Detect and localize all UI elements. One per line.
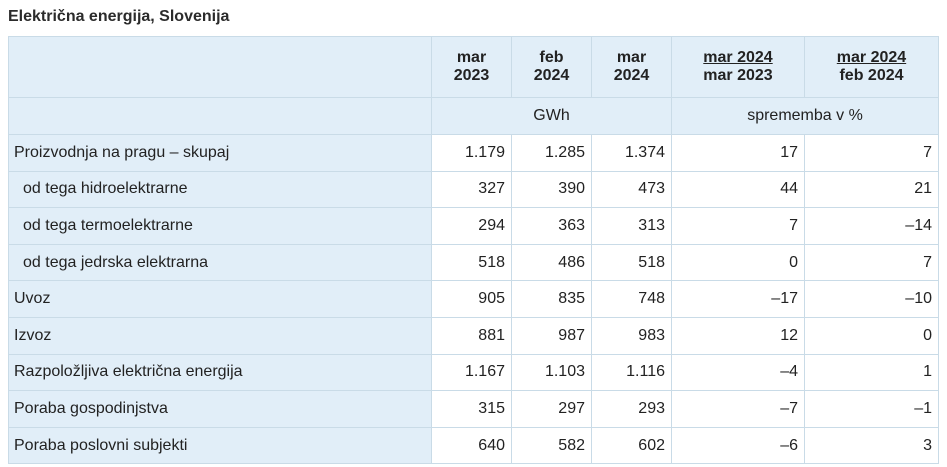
- row-label: od tega jedrska elektrarna: [8, 243, 432, 282]
- cell-mar-2023: 315: [431, 390, 512, 428]
- cell-feb-2024: 1.103: [511, 353, 592, 392]
- row-label: Izvoz: [8, 316, 432, 355]
- header-col-mar-2024-line2: 2024: [613, 67, 650, 84]
- cell-mar-2024: 473: [591, 170, 672, 209]
- table-row: Razpoložljiva električna energija 1.167 …: [8, 353, 939, 392]
- cell-change-yoy: 0: [671, 243, 805, 282]
- unit-change-percent: sprememba v %: [671, 97, 939, 135]
- header-col-feb-2024: feb 2024: [511, 36, 592, 98]
- cell-mar-2023: 294: [431, 207, 512, 245]
- table-row: od tega jedrska elektrarna 518 486 518 0…: [8, 243, 939, 282]
- header-col-mar-2023: mar 2023: [431, 36, 512, 98]
- cell-mar-2024: 983: [591, 316, 672, 355]
- cell-mar-2024: 602: [591, 426, 672, 465]
- cell-change-yoy: –7: [671, 390, 805, 428]
- header-col-change-yoy: mar 2024 mar 2023: [671, 36, 805, 98]
- cell-feb-2024: 390: [511, 170, 592, 209]
- cell-change-yoy: 7: [671, 207, 805, 245]
- row-label: Uvoz: [8, 280, 432, 318]
- cell-mar-2024: 1.116: [591, 353, 672, 392]
- cell-change-mom: 0: [804, 316, 939, 355]
- table-row: od tega hidroelektrarne 327 390 473 44 2…: [8, 170, 939, 209]
- electricity-table: mar 2023 feb 2024 mar 2024 mar 2024 mar …: [8, 36, 939, 465]
- cell-change-mom: 21: [804, 170, 939, 209]
- cell-change-yoy: 17: [671, 134, 805, 172]
- table-row: Izvoz 881 987 983 12 0: [8, 316, 939, 355]
- row-label: od tega termoelektrarne: [8, 207, 432, 245]
- cell-change-mom: –10: [804, 280, 939, 318]
- header-col-change-yoy-denominator: mar 2023: [703, 67, 773, 84]
- header-col-mar-2024-line1: mar: [616, 49, 647, 66]
- cell-feb-2024: 363: [511, 207, 592, 245]
- cell-change-mom: 1: [804, 353, 939, 392]
- header-col-mar-2024: mar 2024: [591, 36, 672, 98]
- cell-change-yoy: –6: [671, 426, 805, 465]
- header-col-change-yoy-numerator: mar 2024: [703, 49, 773, 66]
- cell-feb-2024: 582: [511, 426, 592, 465]
- header-row: mar 2023 feb 2024 mar 2024 mar 2024 mar …: [8, 36, 939, 98]
- cell-mar-2023: 1.167: [431, 353, 512, 392]
- header-col-mar-2023-line1: mar: [456, 49, 487, 66]
- cell-feb-2024: 486: [511, 243, 592, 282]
- row-label: od tega hidroelektrarne: [8, 170, 432, 209]
- row-label: Proizvodnja na pragu – skupaj: [8, 134, 432, 172]
- cell-feb-2024: 835: [511, 280, 592, 318]
- cell-feb-2024: 987: [511, 316, 592, 355]
- row-label: Poraba gospodinjstva: [8, 390, 432, 428]
- cell-mar-2023: 518: [431, 243, 512, 282]
- table-row: od tega termoelektrarne 294 363 313 7 –1…: [8, 207, 939, 245]
- unit-gwh: GWh: [431, 97, 672, 135]
- cell-mar-2023: 1.179: [431, 134, 512, 172]
- cell-change-yoy: –4: [671, 353, 805, 392]
- cell-change-yoy: 44: [671, 170, 805, 209]
- table-row: Uvoz 905 835 748 –17 –10: [8, 280, 939, 318]
- cell-change-yoy: 12: [671, 316, 805, 355]
- cell-mar-2024: 1.374: [591, 134, 672, 172]
- cell-mar-2024: 293: [591, 390, 672, 428]
- cell-change-mom: –14: [804, 207, 939, 245]
- cell-mar-2024: 518: [591, 243, 672, 282]
- cell-change-mom: 3: [804, 426, 939, 465]
- cell-change-yoy: –17: [671, 280, 805, 318]
- unit-corner-cell: [8, 97, 432, 135]
- header-col-feb-2024-line1: feb: [539, 49, 564, 66]
- cell-mar-2023: 327: [431, 170, 512, 209]
- table-row: Poraba gospodinjstva 315 297 293 –7 –1: [8, 390, 939, 428]
- cell-mar-2024: 313: [591, 207, 672, 245]
- cell-mar-2023: 640: [431, 426, 512, 465]
- cell-change-mom: 7: [804, 134, 939, 172]
- cell-mar-2024: 748: [591, 280, 672, 318]
- cell-change-mom: 7: [804, 243, 939, 282]
- row-label: Razpoložljiva električna energija: [8, 353, 432, 392]
- header-col-change-mom-denominator: feb 2024: [839, 67, 904, 84]
- cell-mar-2023: 881: [431, 316, 512, 355]
- header-col-change-mom: mar 2024 feb 2024: [804, 36, 939, 98]
- table-row: Proizvodnja na pragu – skupaj 1.179 1.28…: [8, 134, 939, 172]
- header-col-feb-2024-line2: 2024: [533, 67, 570, 84]
- row-label: Poraba poslovni subjekti: [8, 426, 432, 465]
- cell-feb-2024: 297: [511, 390, 592, 428]
- table-row: Poraba poslovni subjekti 640 582 602 –6 …: [8, 426, 939, 465]
- cell-change-mom: –1: [804, 390, 939, 428]
- header-corner-cell: [8, 36, 432, 98]
- header-col-mar-2023-line2: 2023: [453, 67, 490, 84]
- cell-mar-2023: 905: [431, 280, 512, 318]
- unit-row: GWh sprememba v %: [8, 97, 939, 135]
- cell-feb-2024: 1.285: [511, 134, 592, 172]
- table-title: Električna energija, Slovenija: [8, 8, 230, 25]
- header-col-change-mom-numerator: mar 2024: [836, 49, 907, 66]
